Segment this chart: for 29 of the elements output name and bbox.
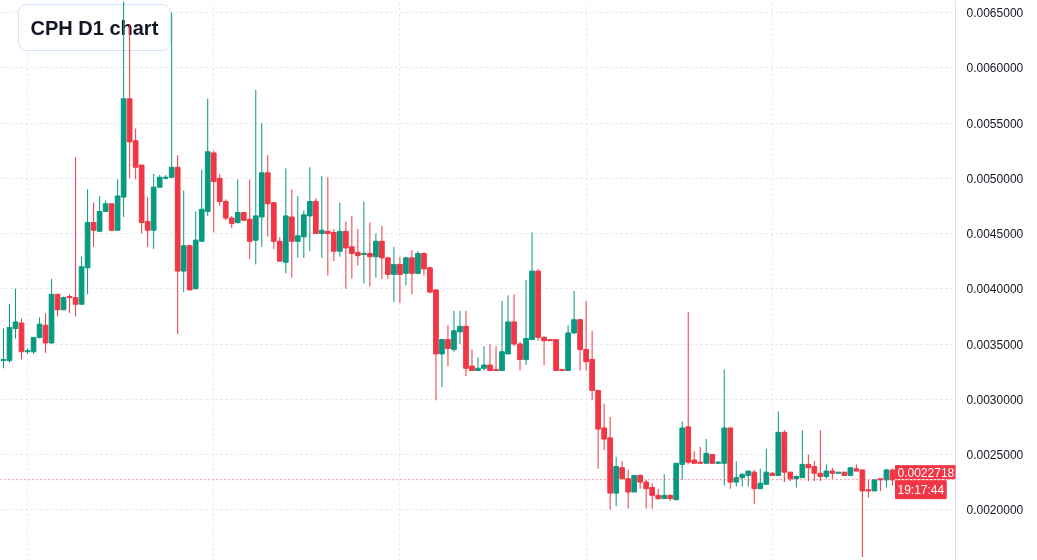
y-tick-label: 0.0030000: [966, 392, 1024, 407]
candlestick: [234, 178, 241, 225]
ref-line-label: 0.0022718: [897, 465, 955, 480]
candlestick: [403, 256, 409, 286]
candlestick: [439, 339, 445, 388]
candlestick: [373, 233, 379, 279]
candlestick: [337, 202, 343, 258]
candlestick: [361, 201, 367, 284]
candlestick: [42, 312, 49, 354]
annotation: 19:17:44: [897, 482, 945, 497]
y-tick-label: 0.0020000: [966, 503, 1024, 518]
y-tick-label: 0.0065000: [966, 6, 1024, 21]
y-tick-label: 0.0035000: [966, 337, 1024, 352]
candlestick: [703, 438, 710, 464]
y-tick-label: 0.0045000: [966, 227, 1024, 242]
candlestick: [318, 175, 325, 259]
candlestick: [54, 293, 61, 317]
candlestick: [367, 222, 373, 288]
y-tick-label: 0.0055000: [966, 116, 1024, 131]
candlestick: [90, 202, 97, 248]
candlestick: [661, 473, 668, 500]
candlestick: [397, 256, 403, 304]
y-tick-label: 0.0025000: [966, 447, 1024, 462]
y-tick-label: 0.0050000: [966, 171, 1024, 186]
candlestick: [391, 246, 397, 303]
candlestick: [409, 249, 415, 295]
y-tick-label: 0.0060000: [966, 61, 1024, 76]
y-tick-label: 0.0040000: [966, 282, 1024, 297]
candlestick: [445, 324, 451, 367]
